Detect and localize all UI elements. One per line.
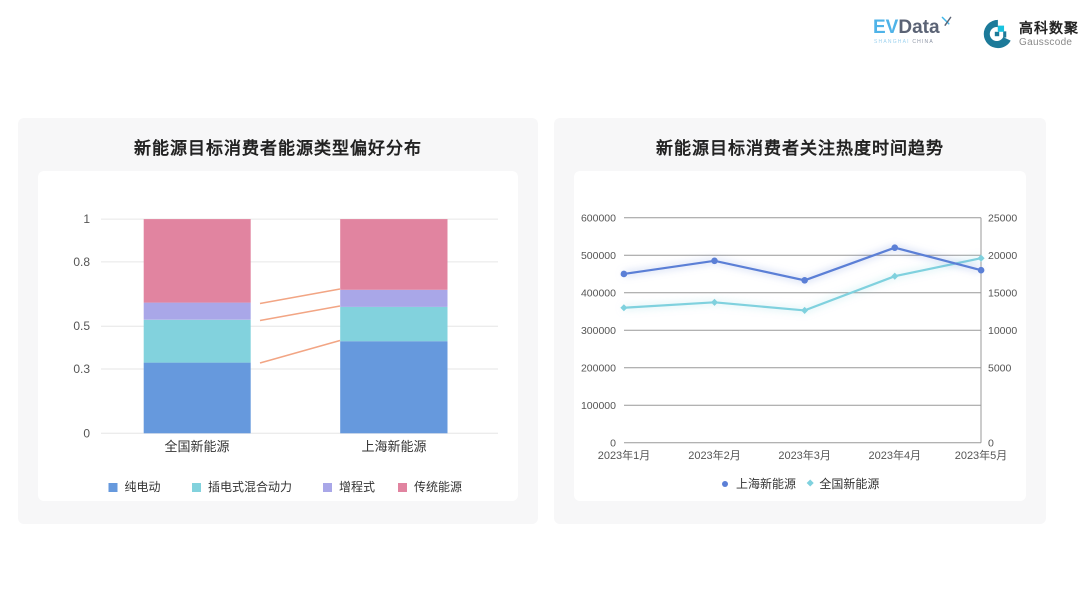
svg-text:0.3: 0.3	[73, 362, 90, 376]
svg-text:0: 0	[83, 426, 90, 440]
svg-text:2023年1月: 2023年1月	[598, 448, 651, 462]
svg-text:1: 1	[83, 212, 90, 226]
svg-text:全国新能源: 全国新能源	[819, 476, 879, 491]
svg-text:400000: 400000	[581, 287, 616, 299]
svg-text:5000: 5000	[988, 363, 1012, 375]
svg-text:0: 0	[610, 438, 616, 450]
svg-text:上海新能源: 上海新能源	[361, 439, 426, 454]
svg-text:600000: 600000	[581, 213, 616, 225]
svg-text:传统能源: 传统能源	[414, 479, 462, 494]
svg-text:0.8: 0.8	[73, 255, 90, 269]
svg-text:全国新能源: 全国新能源	[164, 439, 229, 454]
svg-text:200000: 200000	[581, 363, 616, 375]
svg-text:25000: 25000	[988, 213, 1017, 225]
svg-text:2023年2月: 2023年2月	[688, 448, 741, 462]
svg-text:500000: 500000	[581, 250, 616, 262]
svg-text:0.5: 0.5	[73, 319, 90, 333]
svg-text:2023年4月: 2023年4月	[868, 448, 921, 462]
svg-text:上海新能源: 上海新能源	[736, 476, 796, 491]
svg-text:2023年3月: 2023年3月	[778, 448, 831, 462]
svg-text:15000: 15000	[988, 287, 1017, 299]
svg-text:2023年5月: 2023年5月	[955, 448, 1008, 462]
svg-text:300000: 300000	[581, 325, 616, 337]
svg-text:100000: 100000	[581, 400, 616, 412]
svg-text:增程式: 增程式	[339, 479, 375, 494]
svg-text:插电式混合动力: 插电式混合动力	[208, 479, 292, 494]
svg-text:20000: 20000	[988, 250, 1017, 262]
svg-text:10000: 10000	[988, 325, 1017, 337]
svg-text:0: 0	[988, 438, 994, 450]
svg-text:纯电动: 纯电动	[125, 480, 161, 494]
